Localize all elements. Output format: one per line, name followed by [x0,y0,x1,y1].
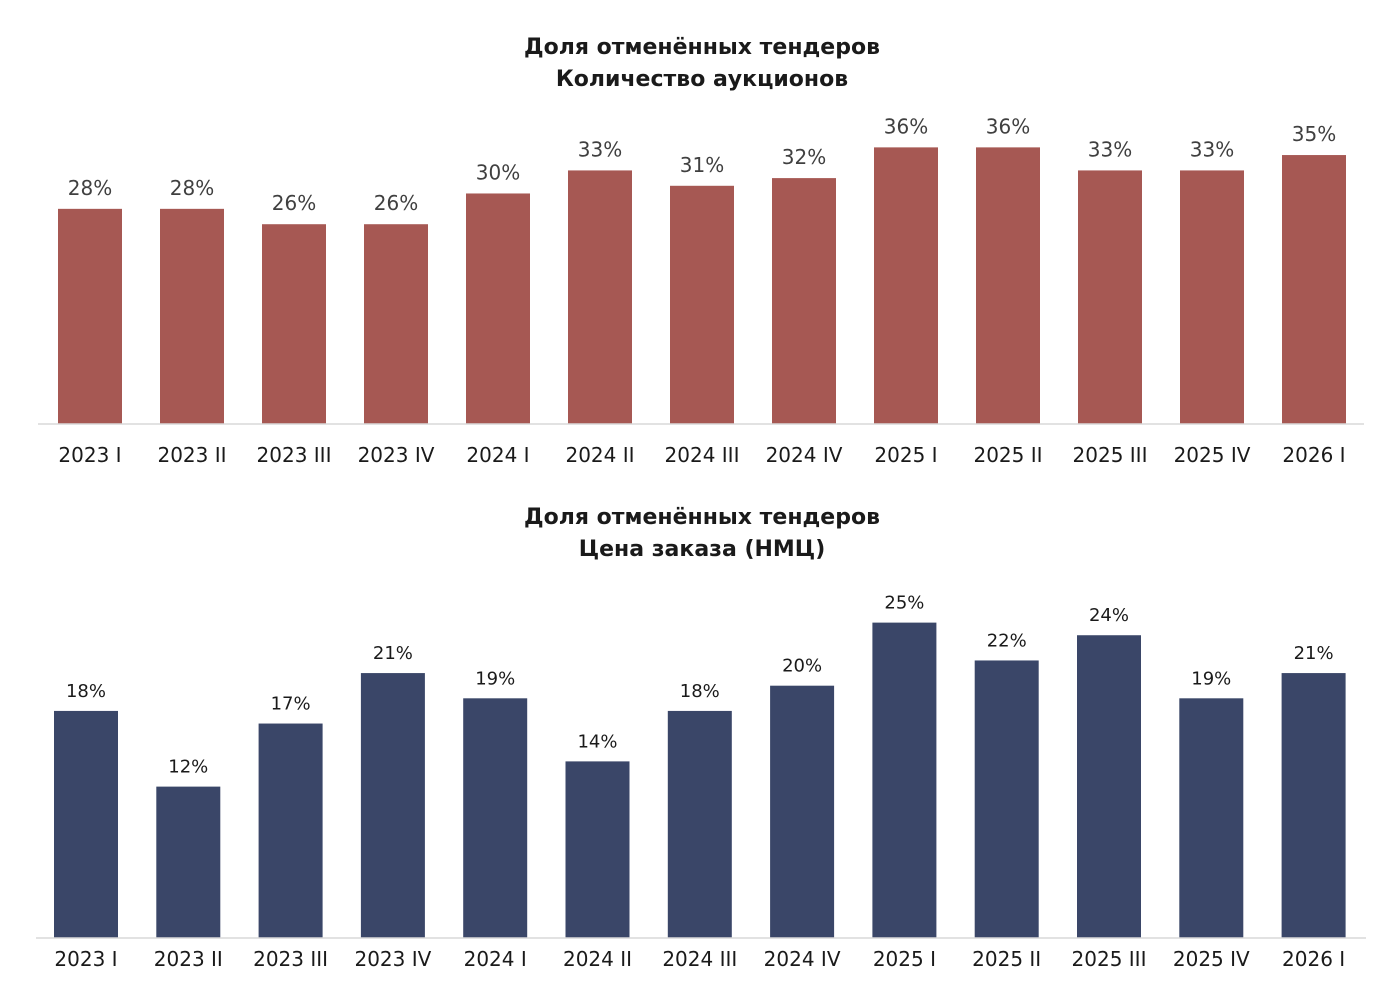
chart2-data-label: 14% [577,731,617,752]
chart2-bar [156,786,221,938]
chart1-data-label: 26% [272,191,316,215]
chart2-data-label: 17% [271,694,311,715]
chart2-data-label: 25% [884,593,924,614]
chart2-bar [258,723,323,938]
chart1-bar [1078,170,1142,424]
chart1-bar [1180,170,1244,424]
chart2-bar [770,685,835,938]
chart1-bar [568,170,632,424]
chart1-tick-label: 2024 I [466,443,529,467]
chart2-data-label: 21% [373,643,413,664]
chart2-bar [54,710,118,938]
chart1-data-label: 26% [374,191,418,215]
chart2-bar [974,660,1039,938]
chart1-tick-label: 2024 III [665,443,740,467]
chart2-tick-label: 2026 I [1282,947,1345,971]
chart2-tick-label: 2023 III [253,947,328,971]
chart2-data-label: 18% [680,681,720,702]
chart1-tick-label: 2025 II [973,443,1042,467]
chart2-tick-label: 2025 IV [1173,947,1250,971]
chart1-bars: 28% 2023 I 28% 2023 II 26% 2023 III 26% 2023 IV… [58,114,1346,467]
chart1-bar [874,147,938,425]
chart-auctions-count: Доля отменённых тендеров Количество аукц… [38,35,1364,467]
chart1-title: Доля отменённых тендеров [524,35,880,60]
chart1-data-label: 28% [68,176,112,200]
chart2-bar [1077,635,1141,938]
chart2-bar [1281,673,1346,938]
chart-order-price: Доля отменённых тендеров Цена заказа (НМ… [36,505,1366,971]
chart2-title: Доля отменённых тендеров [524,505,880,530]
chart1-data-label: 30% [476,160,520,184]
chart2-bar [463,698,528,938]
chart1-data-label: 32% [782,145,826,169]
chart1-bar [976,147,1040,425]
chart1-bar [364,224,428,424]
chart2-data-label: 24% [1089,605,1129,626]
chart1-tick-label: 2023 IV [358,443,435,467]
chart1-data-label: 31% [680,153,724,177]
chart2-tick-label: 2025 I [873,947,936,971]
chart2-data-label: 18% [66,681,106,702]
chart1-bar [160,208,224,424]
chart1-tick-label: 2025 IV [1174,443,1251,467]
chart1-data-label: 33% [1190,137,1234,161]
chart1-data-label: 28% [170,176,214,200]
chart2-bar [872,622,937,938]
chart1-bar [772,178,836,424]
chart1-bar [262,224,326,424]
chart2-bar [565,761,630,938]
chart2-tick-label: 2023 II [154,947,223,971]
chart1-bar [58,208,122,424]
chart2-data-label: 19% [475,668,515,689]
chart2-tick-label: 2024 II [563,947,632,971]
chart1-tick-label: 2025 III [1073,443,1148,467]
chart2-data-label: 21% [1294,643,1334,664]
chart1-tick-label: 2024 IV [766,443,843,467]
chart1-tick-label: 2025 I [874,443,937,467]
chart2-data-label: 12% [168,757,208,778]
chart2-data-label: 22% [987,630,1027,651]
chart1-data-label: 33% [1088,137,1132,161]
chart2-bar [360,673,425,938]
chart2-subtitle: Цена заказа (НМЦ) [579,537,826,562]
chart1-data-label: 33% [578,137,622,161]
chart1-subtitle: Количество аукционов [556,67,848,92]
chart2-bar [667,710,732,938]
chart2-tick-label: 2024 IV [764,947,841,971]
chart2-bar [1179,698,1244,938]
chart2-tick-label: 2024 III [662,947,737,971]
chart1-bar [466,193,530,424]
chart1-data-label: 36% [884,114,928,138]
chart2-tick-label: 2023 IV [354,947,431,971]
chart2-data-label: 20% [782,656,822,677]
chart1-data-label: 35% [1292,122,1336,146]
chart1-data-label: 36% [986,114,1030,138]
chart1-tick-label: 2023 II [157,443,226,467]
chart1-tick-label: 2023 III [257,443,332,467]
chart1-tick-label: 2023 I [58,443,121,467]
chart2-tick-label: 2023 I [54,947,117,971]
chart2-tick-label: 2025 II [972,947,1041,971]
chart1-tick-label: 2024 II [565,443,634,467]
chart2-tick-label: 2024 I [464,947,527,971]
chart1-tick-label: 2026 I [1282,443,1345,467]
chart2-bars: 18% 2023 I 12% 2023 II 17% 2023 III 21% 2023 IV… [54,593,1346,971]
chart1-bar [1282,155,1346,425]
chart2-data-label: 19% [1191,668,1231,689]
chart2-tick-label: 2025 III [1072,947,1147,971]
chart1-bar [670,185,734,424]
